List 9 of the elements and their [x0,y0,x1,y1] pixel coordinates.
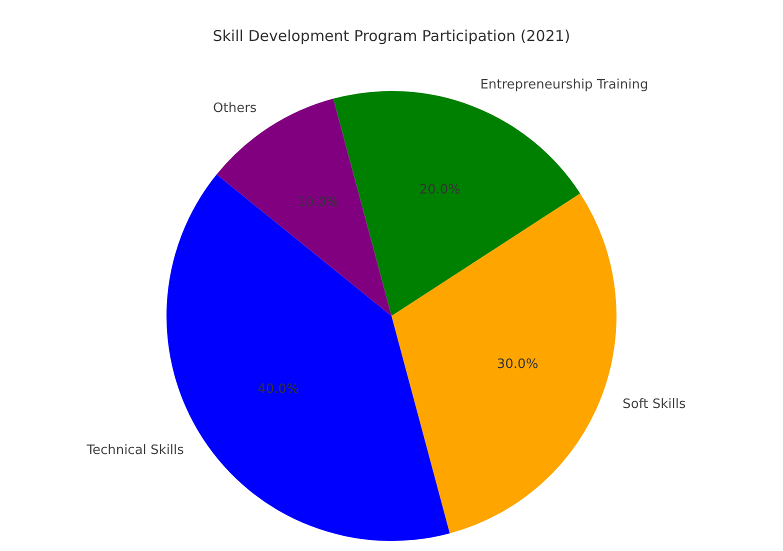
data-label: 10.0% [297,195,339,210]
data-label: 40.0% [258,382,299,397]
chart-title: Skill Development Program Participation (2021) [212,26,570,45]
slice-label: Others [213,100,257,116]
slice-label: Soft Skills [622,397,686,412]
slice-label: Entrepreneurship Training [480,77,648,92]
data-label: 30.0% [496,356,538,372]
data-label: 20.0% [419,182,461,198]
slice-label: Technical Skills [86,443,184,458]
